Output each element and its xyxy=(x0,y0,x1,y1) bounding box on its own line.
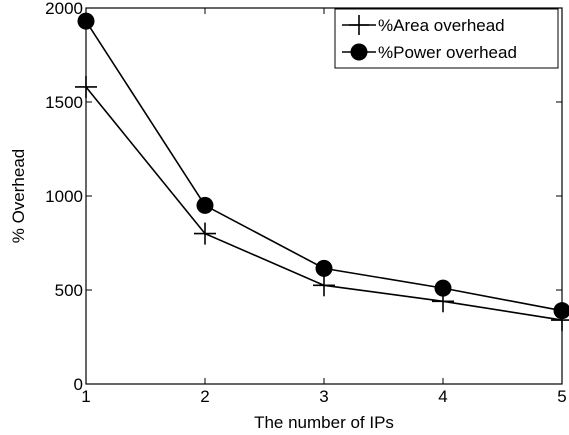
legend: %Area overhead %Power overhead xyxy=(334,8,559,69)
legend-box xyxy=(334,8,559,69)
area-overhead-point xyxy=(313,274,335,297)
legend-circle-marker xyxy=(350,43,368,61)
power-overhead-point xyxy=(434,279,452,297)
legend-label-area: %Area overhead xyxy=(378,16,505,35)
power-overhead-point xyxy=(553,302,569,320)
power-overhead-point xyxy=(196,196,214,214)
x-tick-label: 1 xyxy=(81,387,90,406)
area-overhead-point xyxy=(194,222,216,245)
data-series xyxy=(75,12,569,332)
area-overhead-point xyxy=(75,75,97,98)
y-tick-label: 2000 xyxy=(45,0,83,18)
y-tick-label: 1000 xyxy=(45,187,83,206)
legend-plus-marker xyxy=(349,15,369,35)
power-overhead-point xyxy=(77,12,95,30)
x-tick-label: 5 xyxy=(557,387,566,406)
y-tick-label: 500 xyxy=(55,281,83,300)
x-tick-label: 2 xyxy=(200,387,209,406)
power-overhead-point xyxy=(315,259,333,277)
legend-label-power: %Power overhead xyxy=(378,43,517,62)
x-axis-label: The number of IPs xyxy=(254,413,394,432)
y-axis-label: % Overhead xyxy=(9,149,28,244)
axis-ticks: 1 2 3 4 5 0 500 1000 1500 2000 xyxy=(45,0,567,406)
y-tick-label: 0 xyxy=(74,375,83,394)
x-tick-label: 3 xyxy=(319,387,328,406)
y-tick-label: 1500 xyxy=(45,93,83,112)
x-tick-label: 4 xyxy=(438,387,447,406)
